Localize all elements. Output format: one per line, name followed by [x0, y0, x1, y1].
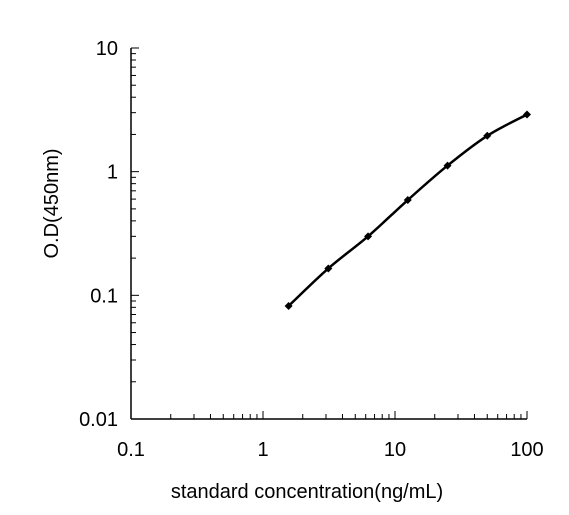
x-tick-label: 10: [384, 439, 406, 461]
y-tick-label: 1: [107, 162, 118, 184]
data-point: [324, 264, 333, 273]
data-point: [364, 232, 373, 241]
series-line: [287, 113, 528, 307]
data-point: [284, 301, 293, 310]
data-point: [523, 110, 531, 119]
y-tick-label: 0.1: [90, 285, 118, 307]
y-tick-label: 10: [96, 38, 118, 60]
data-point: [403, 196, 412, 205]
y-axis-title: O.D(450nm): [41, 148, 63, 258]
plot-area: [284, 110, 531, 310]
data-point: [483, 131, 492, 140]
x-tick-label: 100: [510, 439, 543, 461]
x-axis-title: standard concentration(ng/mL): [171, 481, 443, 503]
x-tick-label: 1: [257, 439, 268, 461]
axes: 0.1 1 10 100 0.01 0.1 1 10: [79, 38, 544, 461]
y-tick-label: 0.01: [79, 409, 118, 431]
data-point: [443, 161, 452, 170]
x-tick-label: 0.1: [117, 439, 145, 461]
